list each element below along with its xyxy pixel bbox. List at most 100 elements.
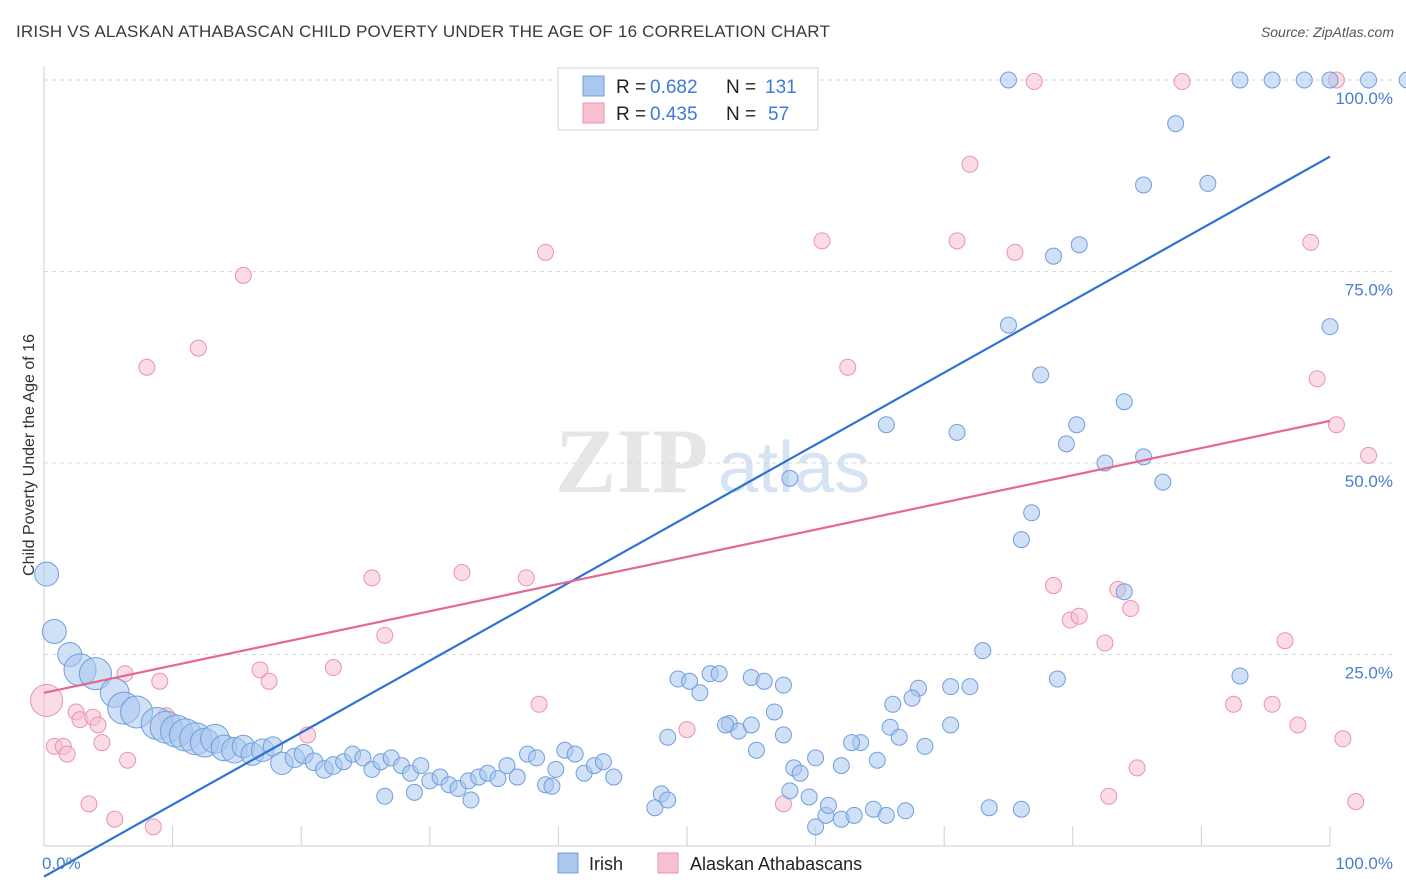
irish-point [1000, 71, 1017, 89]
irish-point [916, 737, 934, 755]
irish-point [508, 768, 526, 786]
irish-point [1360, 71, 1378, 89]
alaskan-point [363, 569, 381, 587]
legend-swatch-alaskan [582, 102, 605, 124]
watermark-zip: ZIP [555, 410, 708, 512]
alaskan-point [1173, 73, 1191, 91]
series-alaskan-points [30, 71, 1378, 836]
bottom-legend-label-alaskan: Alaskan Athabascans [690, 854, 862, 874]
alaskan-point [1289, 716, 1307, 734]
x-tick-label-min: 0.0% [42, 854, 81, 873]
alaskan-point [93, 734, 111, 752]
irish-point [897, 802, 915, 820]
irish-point [843, 734, 861, 752]
legend-r-label-alaskan: R = [616, 104, 646, 125]
irish-point [34, 561, 60, 587]
watermark-atlas: atlas [718, 428, 870, 508]
irish-point [781, 782, 799, 800]
alaskan-point [58, 745, 76, 763]
irish-point [948, 423, 966, 441]
irish-point [1167, 115, 1185, 133]
irish-point [1023, 504, 1041, 522]
irish-point [1231, 71, 1249, 89]
irish-point [742, 716, 760, 734]
bottom-legend-swatch-alaskan [657, 852, 679, 874]
alaskan-point [839, 358, 857, 376]
irish-point [717, 716, 735, 734]
alaskan-point [144, 818, 162, 836]
irish-point [884, 695, 902, 713]
legend-n-value-irish: 131 [765, 77, 797, 98]
irish-point [755, 672, 773, 690]
legend-r-label-irish: R = [616, 77, 646, 98]
irish-point [868, 751, 886, 769]
irish-point [405, 783, 423, 801]
y-axis-label: Child Poverty Under the Age of 16 [21, 334, 38, 576]
bottom-legend: Irish Alaskan Athabascans [557, 852, 862, 874]
irish-point [1231, 667, 1249, 685]
alaskan-point [813, 232, 831, 250]
irish-point [877, 806, 895, 824]
irish-point [791, 764, 809, 782]
alaskan-point [1334, 730, 1352, 748]
x-tick-label-max: 100.0% [1335, 854, 1393, 873]
alaskan-point [1006, 243, 1024, 261]
irish-point [1398, 71, 1406, 89]
irish-point [1070, 236, 1088, 254]
irish-point [41, 619, 67, 645]
alaskan-point [324, 659, 342, 677]
irish-point [800, 788, 818, 806]
trend-lines [43, 155, 1331, 878]
irish-point [547, 760, 565, 778]
y-tick-label: 50.0% [1345, 472, 1393, 491]
alaskan-point [376, 626, 394, 644]
alaskan-point [1327, 416, 1345, 434]
irish-point [412, 757, 430, 775]
irish-point [605, 768, 623, 786]
irish-point [462, 791, 480, 809]
irish-point [1199, 174, 1217, 192]
legend-n-label-irish: N = [726, 77, 756, 98]
alaskan-point [1100, 787, 1118, 805]
irish-point [376, 787, 394, 805]
irish-point [78, 657, 112, 691]
alaskan-point [1070, 607, 1088, 625]
irish-point [832, 757, 850, 775]
irish-point [1135, 176, 1153, 194]
alaskan-point [234, 266, 252, 284]
irish-point [747, 741, 765, 759]
alaskan-point [106, 810, 124, 828]
irish-point [659, 728, 677, 746]
irish-point [974, 642, 992, 660]
alaskan-point [1128, 759, 1146, 777]
legend-r-value-alaskan: 0.435 [650, 104, 698, 125]
irish-point [845, 806, 863, 824]
alaskan-point [260, 672, 278, 690]
irish-point [1295, 71, 1313, 89]
irish-point [528, 749, 546, 767]
trend-line-irish [43, 155, 1331, 878]
irish-point [1048, 670, 1066, 688]
irish-point [774, 676, 792, 694]
irish-point [594, 753, 612, 771]
legend-r-value-irish: 0.682 [650, 77, 698, 98]
alaskan-point [1263, 695, 1281, 713]
irish-point [819, 796, 837, 814]
irish-point [498, 757, 516, 775]
y-tick-label: 25.0% [1345, 664, 1393, 683]
irish-point [980, 799, 998, 817]
legend-swatch-irish [582, 75, 605, 97]
irish-point [890, 728, 908, 746]
irish-point [942, 716, 960, 734]
alaskan-point [119, 751, 137, 769]
chart-title: IRISH VS ALASKAN ATHABASCAN CHILD POVERT… [16, 22, 831, 41]
irish-point [646, 799, 664, 817]
alaskan-point [1360, 446, 1378, 464]
alaskan-point [1276, 632, 1294, 650]
irish-point [1321, 71, 1339, 89]
alaskan-point [1122, 600, 1140, 618]
alaskan-point [1096, 634, 1114, 652]
legend-n-label-alaskan: N = [726, 104, 756, 125]
alaskan-point [517, 569, 535, 587]
